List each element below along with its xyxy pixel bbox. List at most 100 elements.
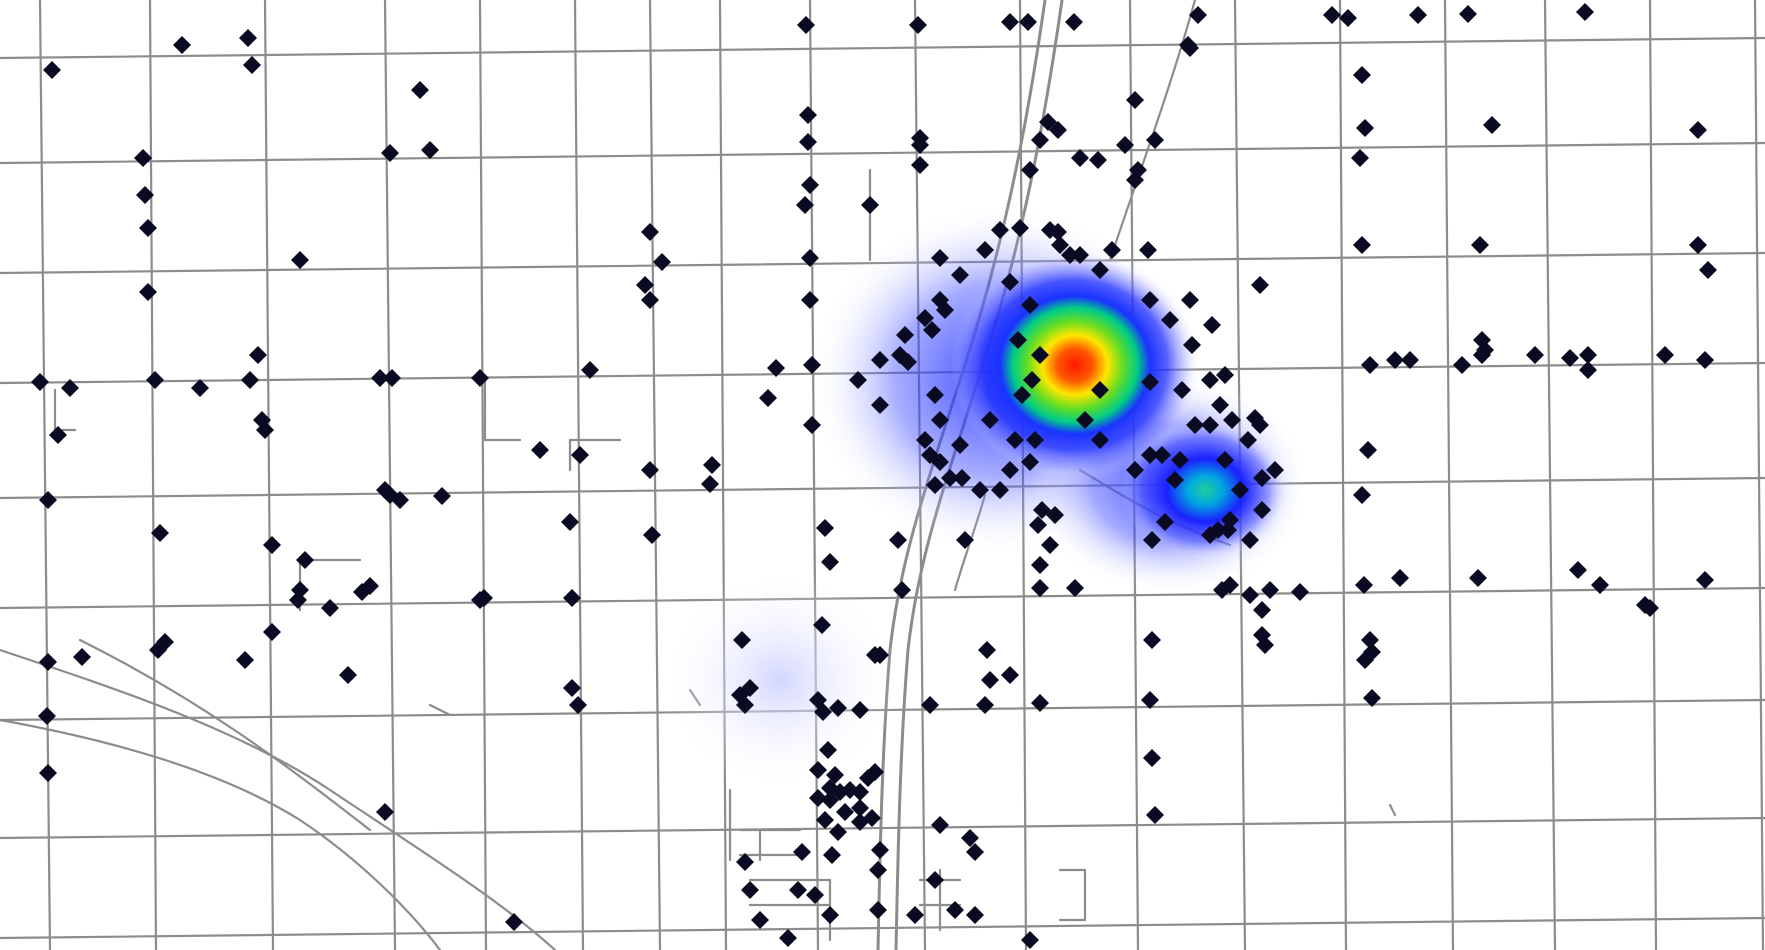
incident-marker <box>1031 579 1049 597</box>
incident-marker <box>1041 536 1059 554</box>
incident-marker <box>1173 381 1191 399</box>
incident-marker <box>1476 341 1494 359</box>
incident-marker <box>978 641 996 659</box>
incident-marker <box>1186 416 1204 434</box>
incident-marker <box>931 816 949 834</box>
incident-marker <box>239 29 257 47</box>
incident-marker <box>263 623 281 641</box>
incident-marker <box>797 16 815 34</box>
incident-marker <box>1039 113 1057 131</box>
road-minor <box>53 388 77 432</box>
incident-marker <box>1166 471 1184 489</box>
incident-marker <box>1009 331 1027 349</box>
incident-marker <box>821 906 839 924</box>
incident-marker <box>1201 371 1219 389</box>
incident-marker <box>1291 583 1309 601</box>
incident-marker <box>236 651 254 669</box>
incident-marker <box>1223 411 1241 429</box>
incident-marker <box>1116 136 1134 154</box>
incident-marker <box>641 223 659 241</box>
incident-marker <box>1071 149 1089 167</box>
incident-marker <box>1161 311 1179 329</box>
incident-marker <box>1221 576 1239 594</box>
road-vertical <box>263 0 275 950</box>
incident-marker <box>951 266 969 284</box>
incident-marker <box>1143 749 1161 767</box>
incident-marker <box>703 456 721 474</box>
incident-marker <box>383 369 401 387</box>
incident-marker <box>139 219 157 237</box>
incident-marker <box>1181 291 1199 309</box>
incident-marker <box>1246 409 1264 427</box>
incident-marker <box>1216 451 1234 469</box>
incident-marker <box>1051 236 1069 254</box>
incident-marker <box>1239 431 1257 449</box>
incident-marker <box>1209 521 1227 539</box>
incident-marker <box>1126 461 1144 479</box>
road-minor <box>1058 868 1087 922</box>
incident-marker <box>851 701 869 719</box>
incident-marker <box>1091 381 1109 399</box>
incident-marker <box>1023 371 1041 389</box>
incident-marker <box>889 531 907 549</box>
incident-marker <box>849 371 867 389</box>
incident-marker <box>134 149 152 167</box>
incident-marker <box>1065 13 1083 31</box>
incident-marker <box>1216 366 1234 384</box>
incident-marker <box>1261 581 1279 599</box>
incident-marker <box>961 829 979 847</box>
incident-marker <box>641 291 659 309</box>
incident-marker <box>173 36 191 54</box>
road-vertical <box>478 0 488 950</box>
incident-marker <box>1189 6 1207 24</box>
road-minor <box>738 828 802 862</box>
incident-markers <box>31 3 1717 949</box>
incident-marker <box>1253 601 1271 619</box>
incident-marker <box>151 524 169 542</box>
road-minor <box>483 378 522 442</box>
incident-marker <box>1579 346 1597 364</box>
incident-marker <box>976 696 994 714</box>
incident-marker <box>751 911 769 929</box>
incident-marker <box>361 577 379 595</box>
incident-marker <box>869 901 887 919</box>
incident-marker <box>809 761 827 779</box>
incident-marker <box>916 431 934 449</box>
incident-marker <box>289 591 307 609</box>
incident-marker <box>1356 651 1374 669</box>
incident-marker <box>471 369 489 387</box>
incident-marker <box>931 291 949 309</box>
incident-marker <box>971 481 989 499</box>
incident-marker <box>421 141 439 159</box>
incident-marker <box>799 133 817 151</box>
incident-marker <box>1561 349 1579 367</box>
road-minor <box>568 438 622 472</box>
incident-marker <box>1021 296 1039 314</box>
incident-marker <box>191 379 209 397</box>
incident-marker <box>911 129 929 147</box>
incident-marker <box>505 913 523 931</box>
road-vertical <box>148 0 158 950</box>
incident-marker <box>991 221 1009 239</box>
incident-marker <box>411 81 429 99</box>
incident-marker <box>1356 119 1374 137</box>
heatmap-layer <box>660 205 1310 790</box>
incident-marker <box>869 861 887 879</box>
incident-marker <box>1089 151 1107 169</box>
incident-marker <box>563 679 581 697</box>
incident-marker <box>1143 631 1161 649</box>
incident-marker <box>779 929 797 947</box>
road-vertical <box>1648 0 1658 950</box>
incident-marker <box>736 853 754 871</box>
incident-marker <box>851 799 869 817</box>
incident-marker <box>581 361 599 379</box>
incident-marker <box>1179 36 1197 54</box>
incident-marker <box>931 411 949 429</box>
incident-marker <box>139 283 157 301</box>
incident-marker <box>976 241 994 259</box>
incident-marker <box>291 251 309 269</box>
incident-marker <box>801 176 819 194</box>
incident-marker <box>39 491 57 509</box>
